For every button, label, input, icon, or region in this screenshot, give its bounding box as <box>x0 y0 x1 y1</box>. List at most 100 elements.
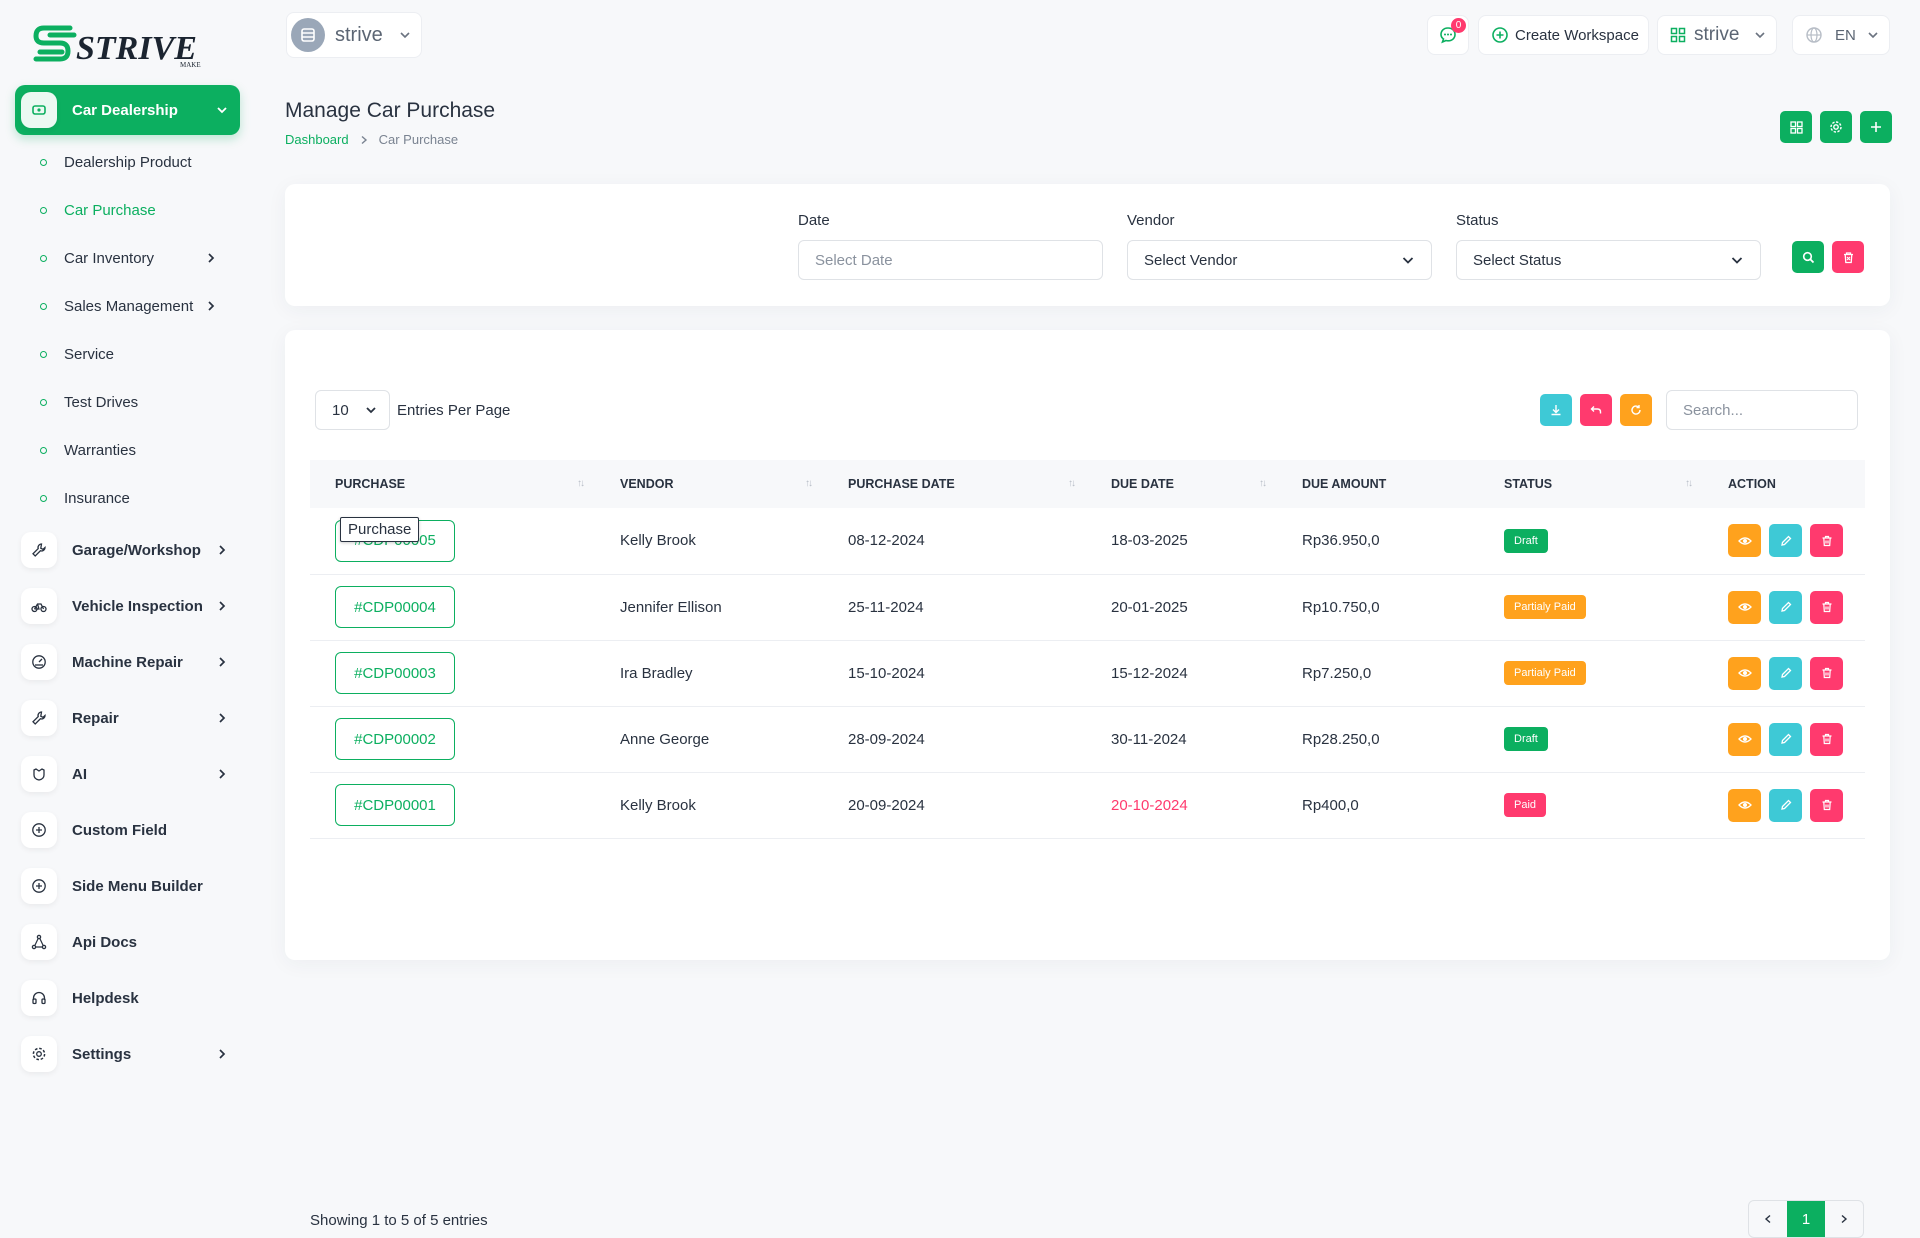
filter-card: Date Select Date Vendor Select Vendor St… <box>285 184 1890 306</box>
delete-button[interactable] <box>1810 590 1843 624</box>
plus-circle-icon <box>21 868 57 904</box>
gauge-icon <box>21 644 57 680</box>
next-page-button[interactable] <box>1825 1201 1863 1237</box>
due-date-cell: 20-01-2025 <box>1111 598 1188 616</box>
refresh-icon <box>1630 404 1642 416</box>
create-workspace-button[interactable]: Create Workspace <box>1478 15 1649 55</box>
sidebar-item-label: Car Purchase <box>64 201 156 219</box>
sidebar-item-insurance[interactable]: Insurance <box>40 478 235 518</box>
edit-button[interactable] <box>1769 656 1802 690</box>
globe-icon <box>1805 26 1823 44</box>
purchase-id-button[interactable]: #CDP00004 <box>335 586 455 628</box>
sidebar-item-ai[interactable]: AI <box>15 749 240 799</box>
breadcrumb-dashboard[interactable]: Dashboard <box>285 132 349 147</box>
add-purchase-button[interactable] <box>1860 111 1892 143</box>
sidebar-item-settings[interactable]: Settings <box>15 1029 240 1079</box>
delete-button[interactable] <box>1810 524 1843 558</box>
download-icon <box>1550 404 1562 416</box>
sidebar-item-service[interactable]: Service <box>40 334 235 374</box>
column-header-purchase-date[interactable]: PURCHASE DATE ↑↓ <box>848 477 1076 491</box>
view-button[interactable] <box>1728 722 1761 756</box>
language-selector[interactable]: EN <box>1792 15 1890 55</box>
view-button[interactable] <box>1728 788 1761 822</box>
trash-icon <box>1821 601 1833 613</box>
undo-icon <box>1590 404 1602 416</box>
edit-button[interactable] <box>1769 788 1802 822</box>
sidebar-item-test-drives[interactable]: Test Drives <box>40 382 235 422</box>
chevron-down-icon <box>1867 29 1879 41</box>
sidebar-item-label: Warranties <box>64 441 136 459</box>
delete-button[interactable] <box>1810 656 1843 690</box>
chevron-down-icon <box>1401 253 1415 267</box>
delete-button[interactable] <box>1810 722 1843 756</box>
view-button[interactable] <box>1728 656 1761 690</box>
purchase-id-button[interactable]: #CDP00005Purchase <box>335 516 455 562</box>
sidebar-item-repair[interactable]: Repair <box>15 693 240 743</box>
purchase-date-cell: 20-09-2024 <box>848 796 925 814</box>
sidebar-item-label: Machine Repair <box>72 653 183 671</box>
reset-filter-button[interactable] <box>1832 241 1864 273</box>
grid-view-button[interactable] <box>1780 111 1812 143</box>
sidebar-item-vehicle-inspection[interactable]: Vehicle Inspection <box>15 581 240 631</box>
undo-button[interactable] <box>1580 394 1612 426</box>
sidebar-item-custom-field[interactable]: Custom Field <box>15 805 240 855</box>
plus-icon <box>1870 121 1882 133</box>
column-header-vendor[interactable]: VENDOR ↑↓ <box>620 477 813 491</box>
date-filter-label: Date <box>798 212 830 229</box>
workspace-menu-button[interactable]: strive <box>1657 15 1777 55</box>
edit-button[interactable] <box>1769 722 1802 756</box>
sidebar-item-sales-management[interactable]: Sales Management <box>40 286 235 326</box>
status-filter-select[interactable]: Select Status <box>1456 240 1761 280</box>
table-row: #CDP00004 Jennifer Ellison 25-11-2024 20-01… <box>310 574 1865 640</box>
sidebar-item-side-menu-builder[interactable]: Side Menu Builder <box>15 861 240 911</box>
vendor-cell: Ira Bradley <box>620 664 693 682</box>
table-header-row: PURCHASE ↑↓ VENDOR ↑↓ PURCHASE DATE ↑↓ DUE … <box>310 460 1865 508</box>
sidebar-item-dealership-product[interactable]: Dealership Product <box>40 142 235 182</box>
chevron-right-icon <box>205 252 217 264</box>
chat-button[interactable]: 0 <box>1427 15 1469 55</box>
purchase-id-button[interactable]: #CDP00001 <box>335 784 455 826</box>
sidebar-item-label: Car Dealership <box>72 101 178 119</box>
vendor-cell: Jennifer Ellison <box>620 598 722 616</box>
workspace-switcher[interactable]: strive <box>286 12 422 58</box>
purchase-id-button[interactable]: #CDP00002 <box>335 718 455 760</box>
column-header-purchase[interactable]: PURCHASE ↑↓ <box>335 477 585 491</box>
status-badge: Paid <box>1504 793 1547 817</box>
page-number-button[interactable]: 1 <box>1787 1201 1825 1237</box>
chevron-right-icon <box>216 656 228 668</box>
sidebar-item-car-dealership[interactable]: Car Dealership <box>15 85 240 135</box>
bike-icon <box>21 588 57 624</box>
sidebar-item-garage-workshop[interactable]: Garage/Workshop <box>15 525 240 575</box>
sort-icon: ↑↓ <box>1259 478 1267 489</box>
export-button[interactable] <box>1540 394 1572 426</box>
view-button[interactable] <box>1728 524 1761 558</box>
purchase-id-button[interactable]: #CDP00003 <box>335 652 455 694</box>
sidebar-item-api-docs[interactable]: Api Docs <box>15 917 240 967</box>
row-actions <box>1728 788 1865 822</box>
edit-button[interactable] <box>1769 590 1802 624</box>
view-button[interactable] <box>1728 590 1761 624</box>
sidebar-item-car-inventory[interactable]: Car Inventory <box>40 238 235 278</box>
delete-button[interactable] <box>1810 788 1843 822</box>
apply-filter-button[interactable] <box>1792 241 1824 273</box>
column-header-due-date[interactable]: DUE DATE ↑↓ <box>1111 477 1267 491</box>
sidebar-item-machine-repair[interactable]: Machine Repair <box>15 637 240 687</box>
table-summary: Showing 1 to 5 of 5 entries <box>310 1212 488 1229</box>
row-actions <box>1728 656 1865 690</box>
sidebar-item-helpdesk[interactable]: Helpdesk <box>15 973 240 1023</box>
prev-page-button[interactable] <box>1749 1201 1787 1237</box>
strive-logo[interactable]: STRIVE MAKE <box>32 20 207 70</box>
sidebar-item-label: Repair <box>72 709 119 727</box>
per-page-select[interactable]: 10 <box>315 390 390 430</box>
settings-button[interactable] <box>1820 111 1852 143</box>
sidebar-item-warranties[interactable]: Warranties <box>40 430 235 470</box>
sidebar-item-car-purchase[interactable]: Car Purchase <box>40 190 235 230</box>
edit-button[interactable] <box>1769 524 1802 558</box>
vendor-filter-select[interactable]: Select Vendor <box>1127 240 1432 280</box>
refresh-button[interactable] <box>1620 394 1652 426</box>
date-filter-input[interactable]: Select Date <box>798 240 1103 280</box>
table-search-input[interactable]: Search... <box>1666 390 1858 430</box>
chevron-down-icon <box>399 29 411 41</box>
column-header-status[interactable]: STATUS ↑↓ <box>1504 477 1693 491</box>
chevron-down-icon <box>365 404 377 416</box>
